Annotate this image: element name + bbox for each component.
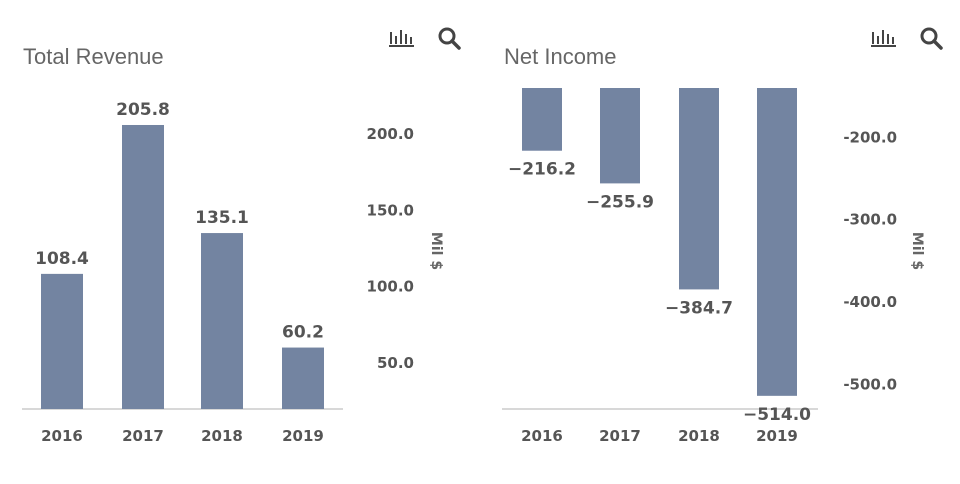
chart-plot: 108.4 2016 205.8 2017 135.1 2018 60.2 2019 50.0 1… (22, 100, 444, 445)
data-label: 135.1 (195, 208, 249, 228)
data-label: −384.7 (665, 298, 733, 318)
y-tick-label: 50.0 (377, 354, 414, 372)
search-icon[interactable] (918, 26, 946, 50)
bar-chart-icon[interactable] (870, 26, 898, 50)
x-tick-label: 2017 (599, 427, 641, 445)
data-label: −514.0 (743, 405, 811, 425)
y-tick-label: -200.0 (843, 128, 897, 146)
x-tick-label: 2016 (521, 427, 563, 445)
y-tick-label: 100.0 (367, 278, 414, 296)
bar (757, 88, 797, 396)
bar (122, 124, 164, 410)
y-tick-label: -500.0 (843, 375, 897, 393)
y-tick-label: -300.0 (843, 211, 897, 229)
bar (282, 347, 324, 409)
data-label: 60.2 (282, 323, 324, 343)
data-label: −216.2 (508, 160, 576, 180)
y-tick-label: -400.0 (843, 293, 897, 311)
x-tick-label: 2019 (282, 427, 324, 445)
y-tick-label: 150.0 (367, 201, 414, 219)
chart-title: Net Income (504, 44, 617, 69)
x-tick-label: 2018 (201, 427, 243, 445)
chart-plot: −216.2 2016 −255.9 2017 −384.7 2018 −514.0 2019… (502, 88, 925, 445)
chart-title: Total Revenue (23, 44, 164, 69)
x-tick-label: 2016 (41, 427, 83, 445)
net-income-chart: Net Income −216.2 2016 −255.9 2017 −384.7 201… (480, 0, 960, 484)
bar (201, 233, 243, 409)
search-icon[interactable] (436, 26, 464, 50)
bar (522, 88, 562, 151)
y-axis-title: Mil $ (428, 232, 444, 270)
x-tick-label: 2019 (756, 427, 798, 445)
y-tick-label: 200.0 (367, 125, 414, 143)
bar (600, 88, 640, 184)
bar (679, 88, 719, 290)
y-axis-title: Mil $ (909, 232, 925, 270)
bar-chart-icon[interactable] (388, 26, 416, 50)
x-tick-label: 2018 (678, 427, 720, 445)
data-label: 205.8 (116, 100, 170, 120)
total-revenue-chart: Total Revenue 108.4 2016 205.8 2017 135.1 201… (22, 26, 464, 445)
data-label: 108.4 (35, 249, 89, 269)
bar (41, 273, 83, 409)
data-label: −255.9 (586, 192, 654, 212)
x-tick-label: 2017 (122, 427, 164, 445)
